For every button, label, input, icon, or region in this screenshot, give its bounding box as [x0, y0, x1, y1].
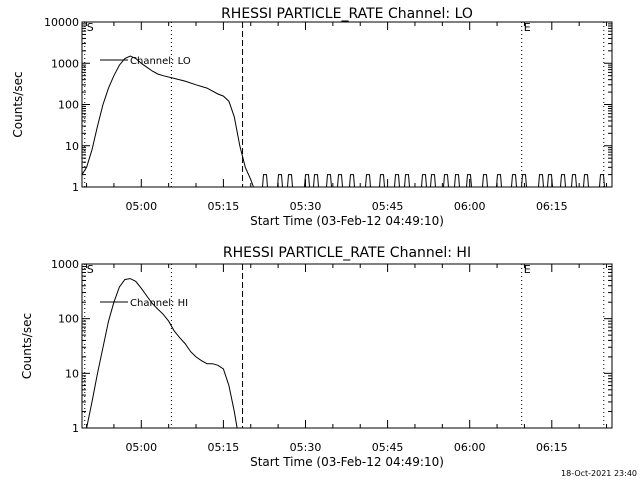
- x-tick-label: 06:00: [454, 441, 486, 454]
- y-tick-label: 1: [72, 422, 79, 435]
- y-tick-label: 10000: [44, 16, 79, 29]
- x-tick-label: 05:45: [372, 441, 404, 454]
- y-tick-label: 100: [58, 99, 79, 112]
- series-low-count-noise: [253, 174, 605, 188]
- plot-frame: [81, 21, 613, 188]
- legend-label: Channel: LO: [130, 56, 191, 67]
- x-tick-label: 05:00: [125, 200, 157, 213]
- x-axis-label: Start Time (03-Feb-12 04:49:10): [250, 455, 444, 469]
- x-tick-label: 05:30: [290, 441, 322, 454]
- x-tick-label: 05:45: [372, 200, 404, 213]
- chart-panel-2: RHESSI PARTICLE_RATE Channel: HI 1 10 100 10…: [20, 245, 613, 469]
- y-tick-label: 10: [65, 367, 79, 380]
- time-marker-label: S: [87, 263, 94, 276]
- time-marker-label: E: [524, 21, 531, 34]
- y-axis-label: Counts/sec: [20, 313, 34, 379]
- x-tick-label: 05:00: [125, 441, 157, 454]
- series-line: [86, 278, 238, 429]
- plot-frame: [81, 263, 613, 429]
- x-tick-label: 06:00: [454, 200, 486, 213]
- x-tick-label: 05:30: [290, 200, 322, 213]
- legend-label: Channel: HI: [130, 298, 188, 309]
- time-marker-label: E: [524, 263, 531, 276]
- generation-timestamp: 18-Oct-2021 23:40: [561, 469, 637, 478]
- chart-title: RHESSI PARTICLE_RATE Channel: LO: [221, 6, 473, 22]
- y-tick-label: 1000: [51, 57, 79, 70]
- x-tick-label: 05:15: [208, 441, 240, 454]
- x-tick-label: 06:15: [536, 441, 568, 454]
- y-tick-label: 10: [65, 140, 79, 153]
- x-tick-label: 06:15: [536, 200, 568, 213]
- series-line: [81, 55, 254, 188]
- y-axis-label: Counts/sec: [11, 71, 25, 137]
- chart-title: RHESSI PARTICLE_RATE Channel: HI: [223, 245, 471, 261]
- y-tick-label: 1000: [51, 258, 79, 271]
- x-tick-label: 05:15: [208, 200, 240, 213]
- x-axis-label: Start Time (03-Feb-12 04:49:10): [250, 214, 444, 228]
- y-tick-label: 1: [72, 181, 79, 194]
- chart-panel-1: RHESSI PARTICLE_RATE Channel: LO 1 10 100 10…: [11, 6, 613, 228]
- y-tick-label: 100: [58, 313, 79, 326]
- time-marker-label: S: [87, 21, 94, 34]
